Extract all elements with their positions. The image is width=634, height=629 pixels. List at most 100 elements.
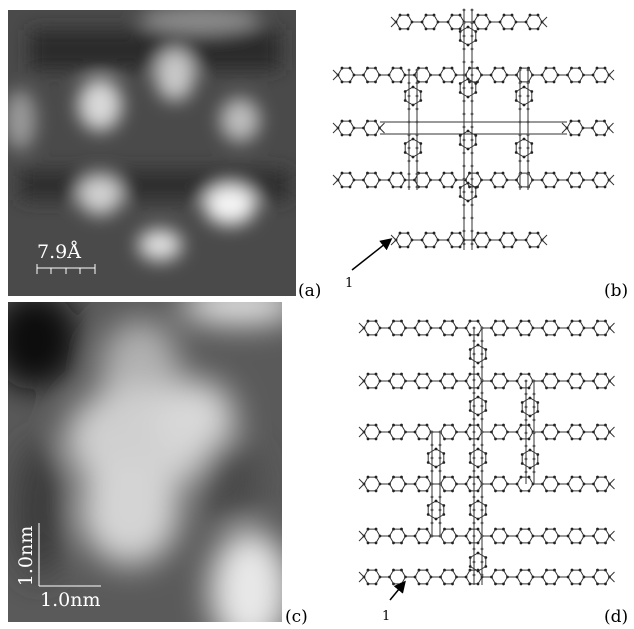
bond <box>541 21 548 28</box>
atom <box>578 568 582 572</box>
atom <box>472 573 476 577</box>
atom <box>348 80 352 84</box>
atom <box>553 582 556 586</box>
bond <box>609 380 615 387</box>
atom <box>474 186 478 189</box>
atom <box>468 409 472 412</box>
atom <box>374 333 378 337</box>
atom <box>595 80 599 84</box>
atom <box>438 73 442 77</box>
atom <box>400 423 403 427</box>
ring <box>414 373 432 389</box>
atom <box>392 475 395 479</box>
atom <box>476 319 480 323</box>
atom <box>532 444 536 448</box>
ring <box>363 569 381 585</box>
bond <box>541 239 548 246</box>
atom <box>415 172 419 176</box>
atom <box>442 461 446 464</box>
atom <box>518 94 522 98</box>
atom <box>458 245 462 249</box>
atom <box>451 333 454 337</box>
atom <box>526 81 530 85</box>
atom <box>528 27 532 31</box>
ring <box>421 14 439 30</box>
atom <box>472 508 476 512</box>
bond <box>609 426 615 433</box>
atom <box>484 452 488 455</box>
atom <box>425 333 429 337</box>
atom <box>430 456 434 460</box>
atom <box>374 171 377 175</box>
atom <box>462 203 466 207</box>
atom <box>578 437 582 441</box>
atom <box>519 541 523 545</box>
atom <box>476 27 480 31</box>
atom <box>425 80 428 84</box>
ring <box>363 320 381 336</box>
atom <box>570 582 574 586</box>
atom <box>476 541 480 545</box>
atom <box>434 447 438 451</box>
atom <box>524 392 528 396</box>
atom <box>472 469 476 473</box>
atom <box>413 178 416 182</box>
atom <box>450 185 454 189</box>
atom <box>502 582 505 586</box>
atom <box>578 582 582 586</box>
atom <box>494 386 497 390</box>
atom <box>468 556 472 559</box>
atom <box>570 185 573 189</box>
bond <box>608 74 615 81</box>
atom <box>476 245 480 249</box>
atom <box>524 379 528 383</box>
atom <box>578 333 582 337</box>
atom <box>430 521 434 525</box>
atom <box>591 178 595 182</box>
atom <box>545 582 548 586</box>
ring <box>388 569 407 585</box>
ring <box>459 182 477 202</box>
atom <box>443 541 446 545</box>
ring <box>591 120 610 136</box>
atom <box>578 527 582 531</box>
ring <box>490 320 509 336</box>
atom <box>566 534 570 538</box>
atom <box>577 133 581 137</box>
ring <box>404 138 422 158</box>
ring <box>469 344 487 364</box>
atom <box>553 527 556 531</box>
atom <box>527 372 531 376</box>
bond <box>608 69 615 76</box>
atom <box>388 379 391 383</box>
atom <box>545 319 548 323</box>
atom <box>545 527 548 531</box>
atom <box>570 437 574 441</box>
atom <box>392 333 395 337</box>
ring <box>447 232 465 248</box>
atom <box>480 534 484 538</box>
atom <box>442 452 446 455</box>
atom <box>489 73 493 77</box>
atom <box>476 582 480 586</box>
bond <box>358 327 365 334</box>
atom <box>522 103 526 107</box>
atom <box>536 13 540 17</box>
atom <box>432 27 436 31</box>
atom <box>595 66 599 70</box>
atom <box>434 499 438 503</box>
ring <box>404 86 422 106</box>
atom <box>526 185 530 189</box>
atom <box>480 495 484 499</box>
atom <box>472 365 476 369</box>
atom <box>425 66 428 70</box>
ring <box>337 172 355 188</box>
bond <box>541 16 548 23</box>
atom <box>603 66 607 70</box>
atom <box>532 457 536 461</box>
atom <box>462 47 466 51</box>
ring <box>490 476 509 492</box>
atom <box>502 319 505 323</box>
atom <box>470 112 474 116</box>
atom <box>400 372 403 376</box>
